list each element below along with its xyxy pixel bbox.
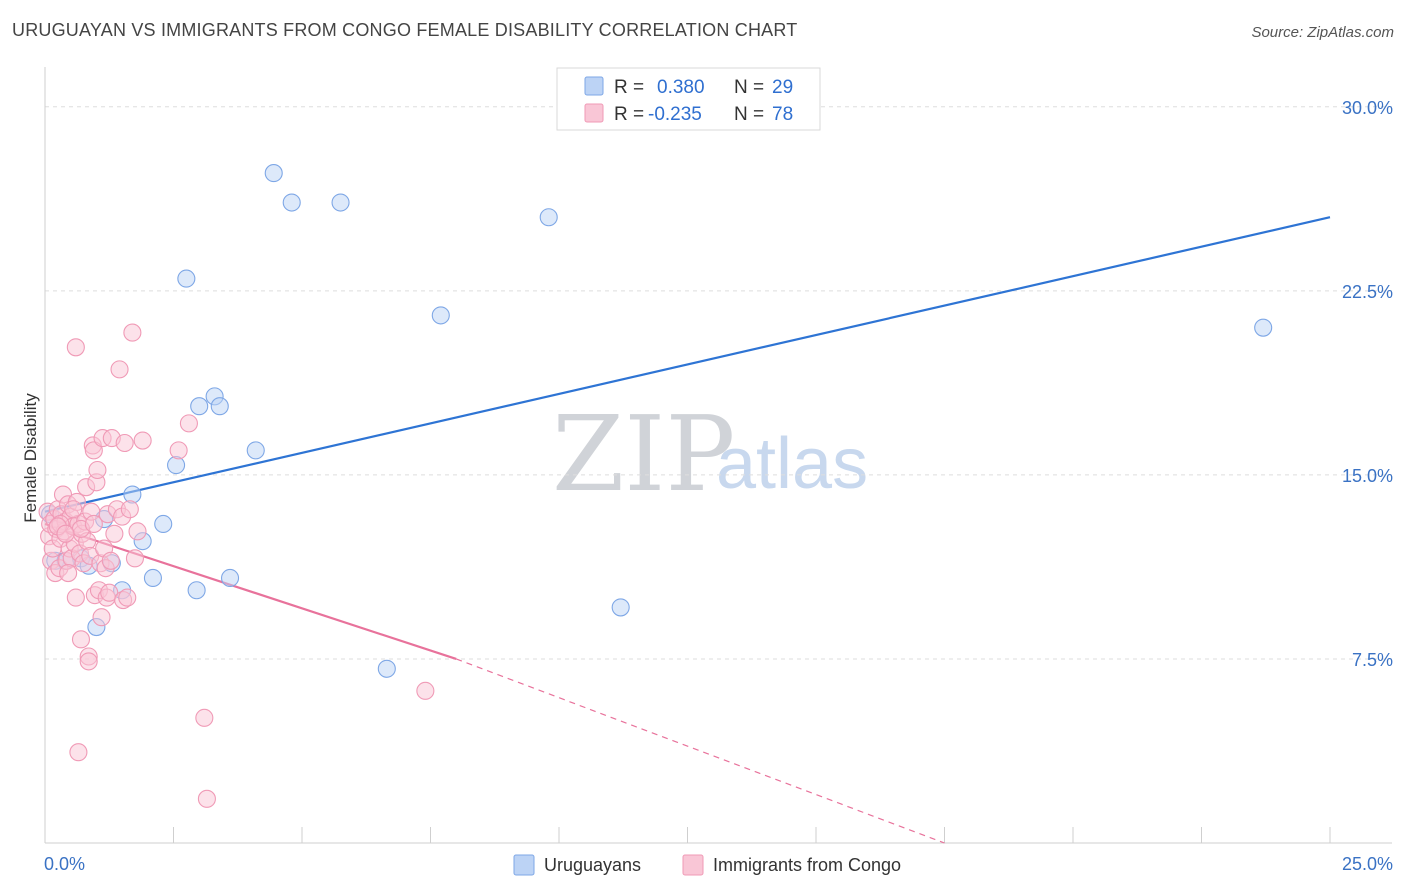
data-point — [246, 441, 265, 460]
chart-title: URUGUAYAN VS IMMIGRANTS FROM CONGO FEMAL… — [12, 20, 798, 40]
data-point — [120, 500, 139, 519]
trend-line-extension — [455, 658, 945, 844]
x-tick-label: 0.0% — [44, 854, 85, 874]
legend-label-uruguayans: Uruguayans — [544, 855, 641, 875]
x-tick-labels: 0.0% 25.0% — [44, 854, 1393, 874]
data-point — [143, 568, 162, 588]
data-point — [84, 514, 103, 534]
data-point — [197, 789, 216, 808]
series-congo — [38, 323, 435, 808]
stats-n-label: N = — [734, 104, 764, 125]
data-point — [92, 608, 111, 627]
data-point — [539, 208, 558, 227]
data-point — [128, 522, 147, 541]
data-point — [123, 485, 142, 504]
data-point — [282, 193, 301, 212]
stats-r-label: R = — [614, 104, 644, 125]
data-point — [88, 460, 107, 480]
trend-line-uruguayans — [44, 216, 1331, 513]
data-point — [210, 397, 229, 416]
data-point — [264, 164, 283, 183]
legend-swatch-uruguayans — [513, 854, 535, 876]
data-point — [179, 414, 198, 433]
y-tick-label: 30.0% — [1342, 98, 1393, 118]
data-point — [177, 269, 196, 288]
data-point — [69, 743, 88, 762]
watermark: ZIP atlas — [552, 393, 868, 515]
stats-n-value: 29 — [772, 77, 793, 98]
data-point — [84, 441, 103, 460]
watermark-zip: ZIP — [552, 393, 735, 515]
y-tick-labels: 7.5% 15.0% 22.5% 30.0% — [1342, 98, 1393, 670]
data-point — [64, 500, 83, 519]
watermark-atlas: atlas — [716, 424, 868, 504]
stats-box: R = 0.380 N = 29 R = -0.235 N = 78 — [556, 67, 821, 131]
data-point — [71, 630, 91, 649]
data-point — [195, 708, 214, 727]
data-point — [169, 441, 188, 460]
stats-r-value: -0.235 — [648, 104, 702, 125]
stats-n-label: N = — [734, 77, 764, 98]
gridlines — [45, 106, 1392, 660]
stats-n-value: 78 — [772, 104, 793, 125]
data-point — [66, 588, 85, 607]
data-point — [115, 433, 134, 453]
x-tick-label: 25.0% — [1342, 854, 1393, 874]
data-point — [59, 564, 78, 583]
data-point — [56, 524, 75, 543]
data-point — [377, 659, 396, 678]
data-point — [79, 652, 98, 671]
data-point — [66, 338, 85, 357]
data-point — [125, 549, 144, 568]
y-tick-label: 15.0% — [1342, 466, 1393, 486]
stats-swatch-uruguayans — [584, 76, 604, 96]
data-point — [167, 456, 186, 475]
data-point — [1254, 318, 1273, 337]
data-point — [133, 431, 152, 450]
stats-r-label: R = — [614, 77, 644, 98]
data-point — [431, 306, 450, 325]
y-tick-label: 7.5% — [1352, 650, 1393, 670]
data-point — [100, 583, 119, 602]
stats-swatch-congo — [584, 103, 604, 123]
data-point — [118, 588, 137, 607]
data-point — [101, 551, 120, 570]
data-point — [110, 360, 129, 379]
y-tick-label: 22.5% — [1342, 282, 1393, 302]
axes — [44, 67, 1392, 844]
data-point — [190, 397, 209, 416]
trend-line-congo — [44, 522, 457, 660]
legend: Uruguayans Immigrants from Congo — [513, 854, 901, 876]
data-point — [331, 193, 350, 212]
source-label: Source: ZipAtlas.com — [1251, 24, 1394, 41]
legend-label-congo: Immigrants from Congo — [713, 855, 901, 875]
data-point — [611, 598, 630, 617]
data-point — [220, 568, 240, 588]
data-point — [123, 323, 142, 342]
data-points — [38, 164, 1273, 808]
data-point — [154, 514, 173, 534]
data-point — [187, 581, 206, 600]
stats-r-value: 0.380 — [657, 77, 705, 98]
y-axis-title: Female Disability — [21, 393, 40, 523]
legend-swatch-congo — [682, 854, 704, 876]
trend-lines — [44, 216, 1331, 844]
data-point — [416, 681, 435, 700]
data-point — [105, 524, 124, 543]
